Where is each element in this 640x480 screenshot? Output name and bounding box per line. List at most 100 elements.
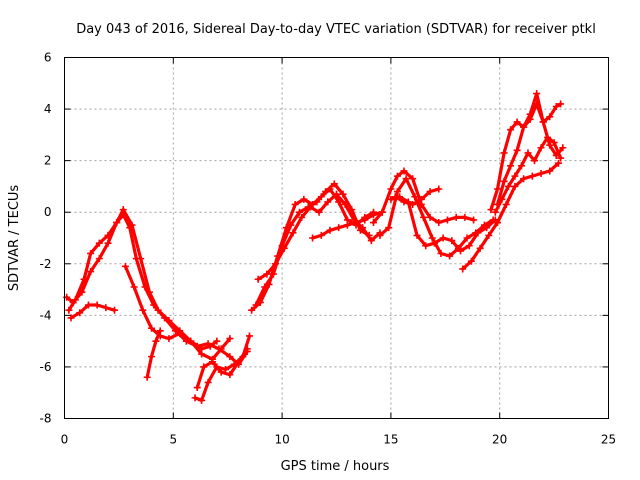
data-point-marker bbox=[87, 268, 95, 276]
data-point-marker bbox=[143, 373, 151, 381]
series-satellite-track-6 bbox=[191, 332, 253, 404]
x-tick-label: 5 bbox=[169, 433, 177, 447]
x-tick-label: 0 bbox=[61, 433, 69, 447]
data-point-marker bbox=[448, 237, 456, 245]
data-point-marker bbox=[206, 342, 214, 350]
series-line bbox=[254, 182, 371, 307]
data-point-marker bbox=[119, 206, 127, 214]
data-point-marker bbox=[443, 216, 451, 224]
data-point-marker bbox=[526, 115, 534, 123]
data-point-marker bbox=[513, 146, 521, 154]
data-point-marker bbox=[378, 208, 386, 216]
data-point-marker bbox=[470, 216, 478, 224]
data-point-marker bbox=[130, 283, 138, 291]
data-point-marker bbox=[343, 221, 351, 229]
grid-lines bbox=[64, 57, 609, 419]
data-point-marker bbox=[148, 353, 156, 361]
data-point-marker bbox=[417, 195, 425, 203]
data-point-marker bbox=[137, 255, 145, 263]
axis-ticks bbox=[64, 57, 609, 419]
data-point-marker bbox=[165, 317, 173, 325]
y-tick-label: 6 bbox=[44, 51, 52, 65]
chart-title: Day 043 of 2016, Sidereal Day-to-day VTE… bbox=[76, 22, 596, 37]
x-tick-label: 25 bbox=[601, 433, 616, 447]
data-point-marker bbox=[78, 288, 86, 296]
data-point-marker bbox=[226, 335, 234, 343]
data-point-marker bbox=[367, 237, 375, 245]
data-point-marker bbox=[298, 213, 306, 221]
data-point-marker bbox=[459, 265, 467, 273]
data-point-marker bbox=[500, 149, 508, 157]
data-point-marker bbox=[324, 198, 332, 206]
data-point-marker bbox=[559, 144, 567, 152]
data-point-marker bbox=[435, 185, 443, 193]
data-point-marker bbox=[491, 208, 499, 216]
data-point-marker bbox=[69, 298, 77, 306]
data-point-marker bbox=[139, 306, 147, 314]
data-point-marker bbox=[387, 185, 395, 193]
data-point-marker bbox=[67, 314, 75, 322]
data-point-marker bbox=[369, 211, 377, 219]
y-tick-label: -2 bbox=[40, 257, 52, 271]
data-point-marker bbox=[306, 203, 314, 211]
data-point-marker bbox=[65, 306, 73, 314]
data-point-marker bbox=[376, 231, 384, 239]
data-point-marker bbox=[272, 260, 280, 268]
series-satellite-track-5 bbox=[143, 327, 164, 381]
data-point-marker bbox=[528, 172, 536, 180]
y-tick-label: 4 bbox=[44, 102, 52, 116]
data-point-marker bbox=[102, 304, 110, 312]
data-point-marker bbox=[93, 301, 101, 309]
series-satellite-track-10 bbox=[254, 190, 384, 283]
series-satellite-track-12 bbox=[369, 167, 478, 227]
data-point-marker bbox=[476, 244, 484, 252]
data-point-marker bbox=[339, 190, 347, 198]
data-point-marker bbox=[254, 275, 262, 283]
data-point-marker bbox=[546, 141, 554, 149]
data-point-marker bbox=[191, 394, 199, 402]
data-point-marker bbox=[385, 224, 393, 232]
data-point-marker bbox=[457, 247, 465, 255]
data-point-marker bbox=[315, 208, 323, 216]
data-point-marker bbox=[291, 200, 299, 208]
data-point-marker bbox=[400, 198, 408, 206]
data-point-marker bbox=[465, 242, 473, 250]
series-satellite-track-3 bbox=[67, 301, 119, 322]
y-tick-label: -6 bbox=[40, 360, 52, 374]
data-point-marker bbox=[111, 306, 119, 314]
data-point-marker bbox=[330, 180, 338, 188]
x-tick-label: 20 bbox=[492, 433, 507, 447]
data-point-marker bbox=[557, 100, 565, 108]
data-point-marker bbox=[200, 363, 208, 371]
y-tick-label: 2 bbox=[44, 154, 52, 168]
data-point-marker bbox=[154, 306, 162, 314]
data-point-marker bbox=[557, 154, 565, 162]
data-point-marker bbox=[226, 353, 234, 361]
data-point-marker bbox=[359, 224, 367, 232]
series-line bbox=[389, 195, 497, 253]
data-point-marker bbox=[537, 144, 545, 152]
x-tick-label: 15 bbox=[383, 433, 398, 447]
data-point-marker bbox=[296, 208, 304, 216]
data-point-marker bbox=[411, 193, 419, 201]
data-point-marker bbox=[550, 139, 558, 147]
data-point-marker bbox=[524, 149, 532, 157]
data-point-marker bbox=[84, 301, 92, 309]
series-satellite-track-16 bbox=[459, 159, 562, 273]
data-point-marker bbox=[426, 213, 434, 221]
data-point-marker bbox=[435, 219, 443, 227]
data-point-marker bbox=[430, 239, 438, 247]
data-point-marker bbox=[352, 219, 360, 227]
data-point-marker bbox=[309, 234, 317, 242]
series-satellite-track-19 bbox=[491, 133, 565, 216]
data-point-marker bbox=[502, 200, 510, 208]
data-point-marker bbox=[409, 175, 417, 183]
data-point-marker bbox=[537, 170, 545, 178]
data-point-marker bbox=[113, 219, 121, 227]
data-point-marker bbox=[539, 118, 547, 126]
data-point-marker bbox=[517, 162, 525, 170]
data-point-marker bbox=[413, 231, 421, 239]
data-point-marker bbox=[552, 102, 560, 110]
data-point-marker bbox=[483, 224, 491, 232]
